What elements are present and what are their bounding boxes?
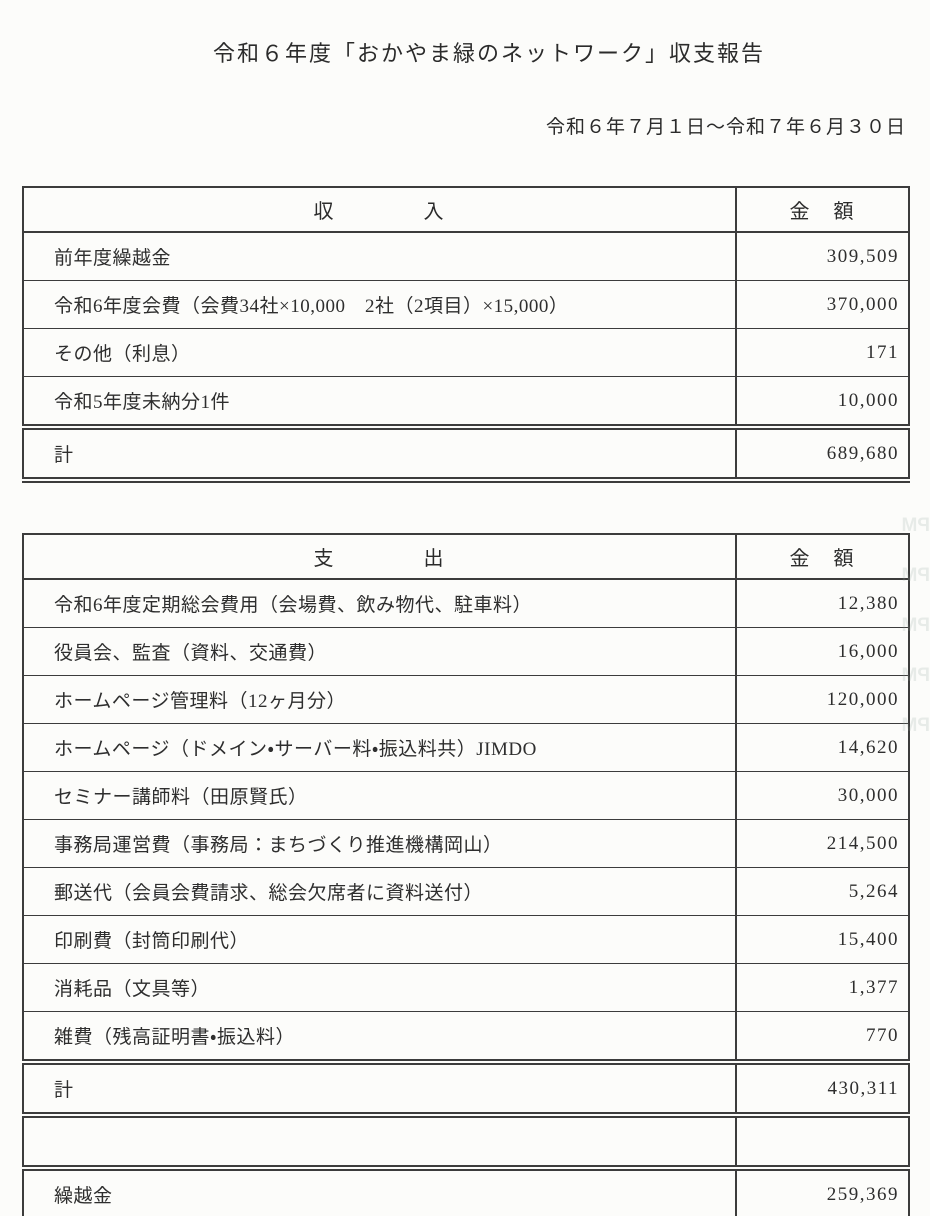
- income-header-row: 収 入 金 額: [22, 186, 910, 233]
- table-row: その他（利息） 171: [22, 328, 910, 377]
- table-row: [22, 1112, 910, 1171]
- row-amount: 309,509: [735, 231, 910, 281]
- row-label: 事務局運営費（事務局：まちづくり推進機構岡山）: [22, 819, 737, 868]
- row-label: ホームページ（ドメイン・サーバー料・振込料共）JIMDO: [22, 723, 737, 772]
- expense-table-body: 令和6年度定期総会費用（会場費、飲み物代、駐車料） 12,380 役員会、監査（…: [22, 578, 910, 1216]
- table-row: 事務局運営費（事務局：まちづくり推進機構岡山） 214,500: [22, 819, 910, 868]
- row-label: 前年度繰越金: [22, 231, 737, 281]
- table-row: 役員会、監査（資料、交通費） 16,000: [22, 627, 910, 676]
- expense-table: 支 出 金 額 令和6年度定期総会費用（会場費、飲み物代、駐車料） 12,380…: [22, 533, 910, 1216]
- row-label: 令和6年度定期総会費用（会場費、飲み物代、駐車料）: [22, 578, 737, 628]
- row-label: 計: [22, 1059, 737, 1118]
- row-amount: 30,000: [735, 771, 910, 820]
- row-amount: 120,000: [735, 675, 910, 724]
- row-label: 雑費（残高証明書・振込料）: [22, 1011, 737, 1063]
- row-amount: 370,000: [735, 280, 910, 329]
- row-amount: 14,620: [735, 723, 910, 772]
- expense-header-amount: 金 額: [735, 533, 910, 580]
- row-label: セミナー講師料（田原賢氏）: [22, 771, 737, 820]
- row-amount: 259,369: [735, 1165, 910, 1216]
- table-row: 計 430,311: [22, 1059, 910, 1118]
- row-amount: 171: [735, 328, 910, 377]
- row-amount: 689,680: [735, 424, 910, 483]
- table-row: 雑費（残高証明書・振込料） 770: [22, 1011, 910, 1063]
- income-table: 収 入 金 額 前年度繰越金 309,509 令和6年度会費（会費34社×10,…: [22, 186, 910, 483]
- income-table-body: 前年度繰越金 309,509 令和6年度会費（会費34社×10,000 2社（2…: [22, 231, 910, 483]
- row-amount: [735, 1112, 910, 1171]
- table-row: 計 689,680: [22, 424, 910, 483]
- row-label: 計: [22, 424, 737, 483]
- row-amount: 770: [735, 1011, 910, 1063]
- row-amount: 16,000: [735, 627, 910, 676]
- row-label: [22, 1112, 737, 1171]
- income-header-category: 収 入: [22, 186, 737, 233]
- row-amount: 1,377: [735, 963, 910, 1012]
- table-row: ホームページ（ドメイン・サーバー料・振込料共）JIMDO 14,620: [22, 723, 910, 772]
- row-label: 消耗品（文具等）: [22, 963, 737, 1012]
- table-row: 繰越金 259,369: [22, 1165, 910, 1216]
- page-title: 令和６年度「おかやま緑のネットワーク」収支報告: [212, 41, 765, 66]
- row-amount: 12,380: [735, 578, 910, 628]
- row-amount: 10,000: [735, 376, 910, 428]
- table-row: 郵送代（会員会費請求、総会欠席者に資料送付） 5,264: [22, 867, 910, 916]
- table-row: 令和6年度定期総会費用（会場費、飲み物代、駐車料） 12,380: [22, 578, 910, 628]
- table-row: 印刷費（封筒印刷代） 15,400: [22, 915, 910, 964]
- table-row: ホームページ管理料（12ヶ月分） 120,000: [22, 675, 910, 724]
- row-label: 役員会、監査（資料、交通費）: [22, 627, 737, 676]
- table-row: 消耗品（文具等） 1,377: [22, 963, 910, 1012]
- row-amount: 214,500: [735, 819, 910, 868]
- expense-header-row: 支 出 金 額: [22, 533, 910, 580]
- income-header-amount: 金 額: [735, 186, 910, 233]
- table-row: 前年度繰越金 309,509: [22, 231, 910, 281]
- row-label: 令和5年度未納分1件: [22, 376, 737, 428]
- table-row: 令和6年度会費（会費34社×10,000 2社（2項目）×15,000） 370…: [22, 280, 910, 329]
- row-label: ホームページ管理料（12ヶ月分）: [22, 675, 737, 724]
- expense-header-category: 支 出: [22, 533, 737, 580]
- table-row: セミナー講師料（田原賢氏） 30,000: [22, 771, 910, 820]
- row-label: その他（利息）: [22, 328, 737, 377]
- row-amount: 430,311: [735, 1059, 910, 1118]
- table-row: 令和5年度未納分1件 10,000: [22, 376, 910, 428]
- row-amount: 5,264: [735, 867, 910, 916]
- row-label: 印刷費（封筒印刷代）: [22, 915, 737, 964]
- row-amount: 15,400: [735, 915, 910, 964]
- row-label: 令和6年度会費（会費34社×10,000 2社（2項目）×15,000）: [22, 280, 737, 329]
- row-label: 繰越金: [22, 1165, 737, 1216]
- report-period: 令和６年７月１日～令和７年６月３０日: [545, 117, 906, 138]
- row-label: 郵送代（会員会費請求、総会欠席者に資料送付）: [22, 867, 737, 916]
